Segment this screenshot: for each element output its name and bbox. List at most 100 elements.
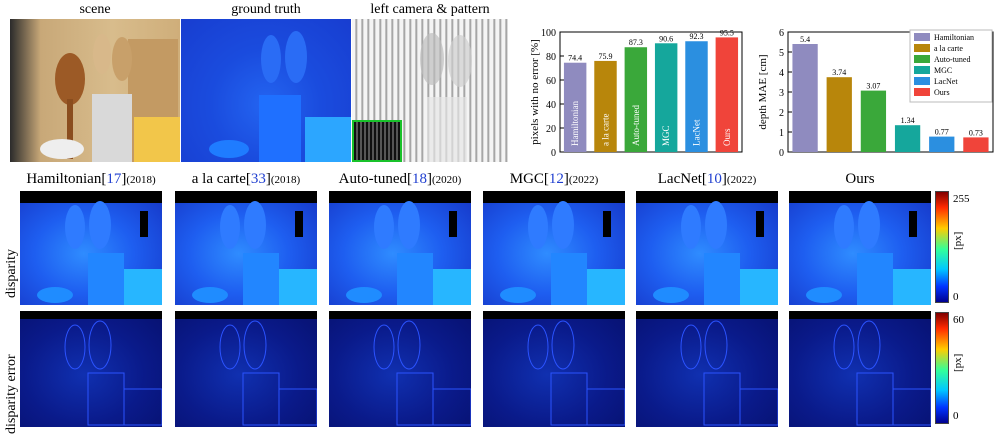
bar-LacNet <box>929 136 955 152</box>
disparity-map-5 <box>789 191 931 305</box>
method-ref[interactable]: 12 <box>548 171 564 187</box>
method-ref[interactable]: 33 <box>250 171 266 187</box>
method-title-1: a la carte[33](2018) <box>165 171 327 188</box>
bar-value-label: 1.34 <box>901 116 915 125</box>
legend-swatch <box>914 33 930 41</box>
disparity-cbar-min: 0 <box>953 291 959 303</box>
bar-Ours <box>963 137 989 152</box>
row-label-error: disparity error <box>4 354 19 434</box>
bar-Ours <box>715 37 739 152</box>
method-name: Hamiltonian <box>26 171 102 187</box>
bar-value-label: 90.6 <box>659 34 673 43</box>
disparity-map-2 <box>329 191 471 305</box>
y-tick-label: 4 <box>779 68 784 79</box>
error-cbar-unit: [px] <box>952 353 964 372</box>
wooden-spoon <box>55 53 85 105</box>
bar-category-label: Hamiltonian <box>570 101 580 146</box>
legend-label: MGC <box>934 66 952 75</box>
bar-value-label: 0.73 <box>969 128 983 137</box>
chart-frame <box>559 31 743 153</box>
bar-a la carte <box>594 60 617 152</box>
bar-a la carte <box>826 77 852 152</box>
error-map-4 <box>636 311 778 427</box>
scene-illustration <box>40 34 180 162</box>
legend-label: a la carte <box>934 44 963 53</box>
ground-truth-image <box>181 19 351 162</box>
error-map-0 <box>20 311 162 427</box>
method-title-4: LacNet[10](2022) <box>626 171 788 188</box>
pattern-inset <box>352 120 402 162</box>
error-cbar-min: 0 <box>953 410 959 422</box>
bar-value-label: 75.9 <box>599 52 613 61</box>
disparity-cbar-max: 255 <box>953 193 970 205</box>
disparity-map-3 <box>483 191 625 305</box>
legend-label: Ours <box>934 88 950 97</box>
bar-value-label: 3.07 <box>866 82 880 91</box>
gt-shapes <box>181 19 351 162</box>
y-tick-label: 100 <box>541 28 556 39</box>
method-name: Ours <box>845 171 875 187</box>
method-title-2: Auto-tuned[18](2020) <box>319 171 481 188</box>
y-tick-label: 0 <box>551 148 556 159</box>
pattern-title: left camera & pattern <box>370 2 490 17</box>
bar-category-label: MGC <box>661 125 671 146</box>
legend-label: Auto-tuned <box>934 55 970 64</box>
bracket-close: ] <box>427 171 432 187</box>
y-tick-label: 6 <box>779 28 784 39</box>
legend-swatch <box>914 66 930 74</box>
method-name: MGC <box>509 171 544 187</box>
method-ref[interactable]: 18 <box>412 171 427 187</box>
disparity-colorbar <box>935 191 949 303</box>
method-year: (2018) <box>270 174 301 186</box>
y-tick-label: 3 <box>779 88 784 99</box>
scene-title: scene <box>79 2 111 17</box>
method-year: (2018) <box>126 174 156 186</box>
method-year: (2022) <box>568 174 599 186</box>
utensil-holder <box>92 94 132 162</box>
method-title-5: Ours <box>779 171 941 188</box>
legend-label: LacNet <box>934 77 958 86</box>
error-map-2 <box>329 311 471 427</box>
bracket-open: [ <box>245 171 251 187</box>
bar-category-label: LacNet <box>692 119 702 146</box>
bar-value-label: 3.74 <box>832 68 846 77</box>
method-year: (2020) <box>432 174 462 186</box>
method-ref[interactable]: 17 <box>106 171 122 187</box>
bar-value-label: 0.77 <box>935 128 949 137</box>
bar-Hamiltonian <box>792 44 818 152</box>
method-name: LacNet <box>657 171 702 187</box>
row-label-disparity: disparity <box>4 249 19 298</box>
error-map-3 <box>483 311 625 427</box>
method-ref[interactable]: 10 <box>706 171 722 187</box>
method-title-3: MGC[12](2022) <box>473 171 635 188</box>
y-tick-label: 0 <box>779 148 784 159</box>
bar-MGC <box>654 43 678 152</box>
bar-Hamiltonian <box>563 62 587 152</box>
error-map-1 <box>175 311 317 427</box>
legend-swatch <box>914 77 930 85</box>
bar-LacNet <box>685 41 708 152</box>
bar-category-label: Auto-tuned <box>631 105 641 146</box>
bracket-open: [ <box>543 171 549 187</box>
error-map-5 <box>789 311 931 427</box>
bar-category-label: Ours <box>722 128 732 146</box>
bar-value-label: 95.5 <box>720 28 734 37</box>
bracket-close: ] <box>721 171 727 187</box>
method-name: Auto-tuned <box>338 171 407 187</box>
legend-swatch <box>914 55 930 63</box>
yellow-jar <box>134 117 180 162</box>
bracket-open: [ <box>701 171 707 187</box>
method-title-0: Hamiltonian[17](2018) <box>10 171 172 188</box>
bar-Auto-tuned <box>860 90 887 152</box>
y-axis-label: depth MAE [cm] <box>757 54 769 129</box>
y-tick-label: 5 <box>779 48 784 59</box>
y-tick-label: 20 <box>546 124 556 135</box>
error-cbar-max: 60 <box>953 314 964 326</box>
bar-value-label: 74.4 <box>568 54 582 63</box>
method-name: a la carte <box>191 171 246 187</box>
chart-depth-mae: 0 1 2 3 4 5 6 depth MAE [cm] 5.4 3.74 3.07 1.34 0.77… <box>757 28 994 159</box>
bar-MGC <box>894 125 921 152</box>
ground-truth-title: ground truth <box>231 2 301 17</box>
scene-image <box>10 19 180 162</box>
